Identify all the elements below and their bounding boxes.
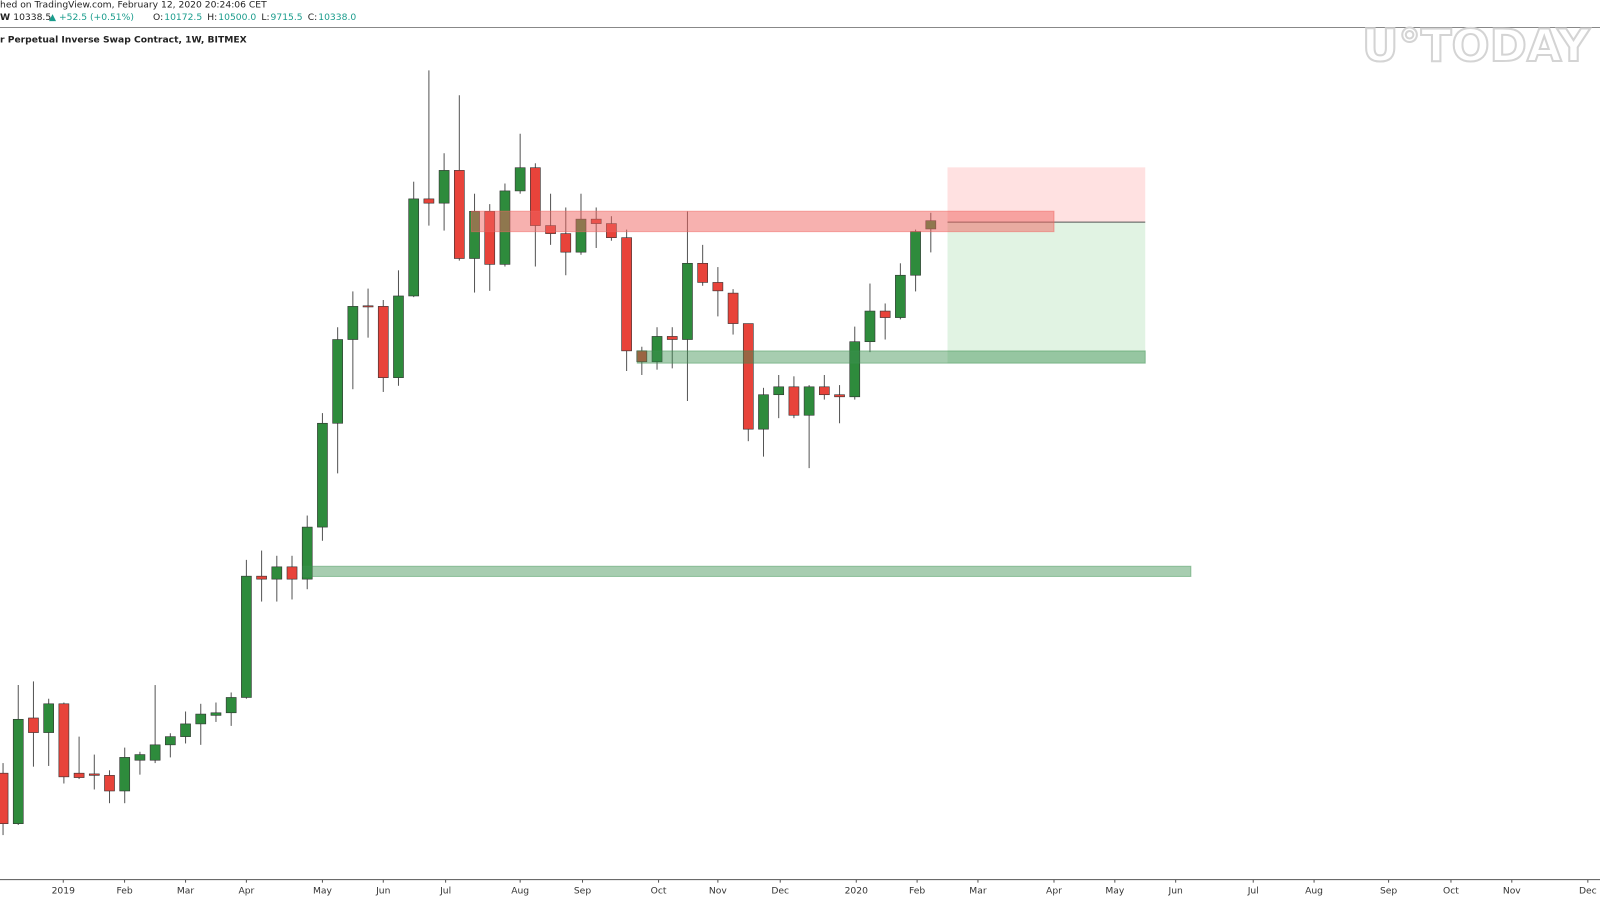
- ohlc-label: C:: [308, 12, 318, 23]
- candle-body: [332, 339, 343, 424]
- x-tick-label: Mar: [177, 885, 195, 896]
- x-tick-label: May: [313, 885, 333, 896]
- candle-body: [119, 757, 131, 792]
- candle-body: [712, 282, 724, 292]
- candle-body: [271, 566, 283, 580]
- candle-body: [165, 736, 176, 746]
- candle-body: [28, 717, 39, 733]
- candle-body: [12, 718, 24, 825]
- candle-body: [301, 526, 313, 580]
- interval: W: [0, 12, 10, 23]
- x-tick-label: May: [1105, 885, 1125, 896]
- candle-body: [514, 167, 526, 192]
- candle-body: [256, 575, 267, 580]
- candle-body: [210, 712, 222, 716]
- candle-body: [666, 336, 678, 340]
- x-tick-label: Dec: [771, 885, 789, 896]
- x-tick-label: 2019: [52, 885, 76, 896]
- x-tick-label: Jul: [439, 885, 451, 896]
- candle-body: [819, 386, 830, 396]
- candle-body: [742, 323, 754, 430]
- x-tick-label: Mar: [969, 885, 987, 896]
- candle-body: [697, 262, 708, 283]
- candle-body: [286, 566, 298, 580]
- x-tick-label: 2020: [845, 885, 869, 896]
- candle-body: [73, 772, 85, 778]
- candle-body: [347, 306, 359, 340]
- x-tick-label: Aug: [511, 885, 529, 896]
- published-text: hed on TradingView.com, February 12, 202…: [0, 0, 267, 11]
- symbol-title: r Perpetual Inverse Swap Contract, 1W, B…: [0, 34, 247, 45]
- candle-body: [195, 713, 207, 725]
- x-tick-label: Sep: [574, 885, 591, 896]
- candle-body: [727, 292, 739, 324]
- position-target-area: [947, 222, 1146, 364]
- x-tick-label: Apr: [238, 885, 254, 896]
- ohlc-readout: O: 10172.5 H: 10500.0 L: 9715.5 C: 10338.0: [153, 12, 356, 23]
- last-price: 10338.5: [13, 12, 51, 23]
- candle-body: [104, 775, 115, 792]
- ohlc-value: 10338.0: [318, 12, 356, 23]
- candle-body: [408, 198, 420, 297]
- candle-body: [910, 231, 921, 276]
- price-zone: [470, 210, 1055, 233]
- candle-body: [438, 170, 450, 204]
- candle-body: [864, 310, 876, 343]
- candle-body: [134, 754, 146, 761]
- x-tick-label: Nov: [709, 885, 727, 896]
- candle-body: [43, 703, 54, 733]
- candle-body: [180, 723, 191, 737]
- candle-body: [423, 198, 435, 204]
- candle-body: [362, 305, 374, 308]
- x-tick-label: Sep: [1380, 885, 1397, 896]
- candle-body: [393, 295, 404, 378]
- candle-body: [58, 703, 70, 778]
- ohlc-label: O:: [153, 12, 163, 23]
- candle-body: [879, 310, 891, 318]
- ohlc-value: 9715.5: [271, 12, 303, 23]
- candle-body: [149, 744, 161, 761]
- ohlc-label: H:: [207, 12, 217, 23]
- candle-body: [773, 386, 785, 396]
- candle-body: [0, 772, 9, 825]
- x-tick-label: Dec: [1579, 885, 1597, 896]
- candle-body: [682, 262, 693, 340]
- x-tick-label: Jun: [375, 885, 391, 896]
- candle-body: [651, 336, 663, 363]
- candle-body: [758, 394, 769, 430]
- candle-body: [636, 350, 648, 363]
- candle-body: [317, 422, 328, 528]
- candle-body: [834, 394, 845, 398]
- x-tick-label: Jun: [1167, 885, 1183, 896]
- candle-body: [788, 386, 800, 416]
- x-tick-label: Nov: [1503, 885, 1521, 896]
- ohlc-value: 10500.0: [218, 12, 256, 23]
- ohlc-value: 10172.5: [164, 12, 202, 23]
- price-zone: [302, 565, 1192, 577]
- x-tick-label: Feb: [909, 885, 925, 896]
- candle-body: [803, 386, 815, 416]
- candle-body: [225, 697, 237, 714]
- change: ▲ +52.5 (+0.51%): [49, 12, 134, 23]
- x-tick-label: Oct: [1443, 885, 1459, 896]
- x-tick-label: Jul: [1247, 885, 1259, 896]
- candle-body: [621, 237, 632, 352]
- price-zone: [636, 350, 1146, 364]
- candle-body: [849, 341, 861, 398]
- candle-body: [88, 773, 100, 776]
- candle-body: [453, 170, 465, 259]
- ohlc-label: L:: [261, 12, 269, 23]
- candle-body: [241, 575, 252, 698]
- x-tick-label: Feb: [116, 885, 132, 896]
- x-tick-label: Aug: [1305, 885, 1323, 896]
- x-tick-label: Apr: [1046, 885, 1062, 896]
- x-tick-label: Oct: [651, 885, 667, 896]
- candle-body: [377, 306, 389, 378]
- candle-body: [895, 274, 906, 318]
- watermark: U°TODAY: [1362, 19, 1590, 72]
- candle-body: [560, 233, 572, 253]
